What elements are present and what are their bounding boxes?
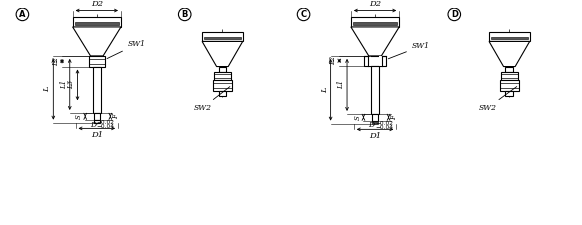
- Text: D1: D1: [91, 131, 103, 139]
- Text: D: D: [368, 122, 374, 129]
- Bar: [73, 17, 121, 27]
- Text: D: D: [451, 10, 458, 19]
- Text: B: B: [182, 10, 188, 19]
- Text: −0.04: −0.04: [375, 125, 393, 130]
- Bar: [489, 32, 530, 41]
- Bar: [204, 37, 241, 40]
- Bar: [74, 22, 119, 25]
- Bar: [214, 72, 230, 80]
- Text: F: F: [112, 114, 120, 119]
- Text: L2: L2: [52, 57, 60, 66]
- Bar: [368, 56, 371, 65]
- Bar: [94, 113, 100, 120]
- Text: S: S: [75, 114, 83, 119]
- Text: SW2: SW2: [478, 87, 517, 112]
- Polygon shape: [489, 41, 530, 67]
- Bar: [364, 56, 386, 65]
- Text: L2: L2: [329, 56, 338, 65]
- Bar: [353, 22, 398, 25]
- Text: SW1: SW1: [107, 40, 146, 58]
- Text: L1: L1: [60, 80, 68, 89]
- Text: L: L: [44, 86, 51, 92]
- Text: D: D: [90, 121, 96, 128]
- Text: −0.02: −0.02: [375, 121, 393, 126]
- Bar: [372, 121, 378, 124]
- Bar: [351, 17, 399, 27]
- Text: D2: D2: [369, 0, 381, 8]
- Text: SW2: SW2: [193, 87, 230, 112]
- Text: F: F: [391, 115, 399, 120]
- Text: D2: D2: [91, 0, 103, 8]
- Bar: [371, 65, 379, 114]
- Text: S: S: [353, 115, 361, 120]
- Bar: [202, 32, 243, 41]
- Bar: [500, 80, 519, 91]
- Polygon shape: [351, 27, 399, 56]
- Bar: [94, 120, 100, 123]
- Bar: [379, 56, 382, 65]
- Bar: [218, 67, 226, 72]
- Bar: [491, 37, 528, 40]
- Text: L1: L1: [337, 80, 345, 90]
- Polygon shape: [202, 41, 243, 67]
- Text: L: L: [321, 87, 329, 92]
- Text: −0.02: −0.02: [97, 120, 115, 125]
- Bar: [372, 114, 378, 121]
- Bar: [93, 67, 101, 113]
- Text: A: A: [19, 10, 26, 19]
- Text: SW1: SW1: [388, 42, 430, 59]
- Bar: [506, 91, 513, 96]
- Text: L3: L3: [68, 80, 76, 90]
- Bar: [501, 72, 517, 80]
- Bar: [89, 56, 105, 67]
- Bar: [213, 80, 232, 91]
- Text: C: C: [300, 10, 307, 19]
- Bar: [506, 67, 513, 72]
- Bar: [218, 91, 226, 96]
- Text: D1: D1: [369, 132, 381, 140]
- Polygon shape: [73, 27, 121, 56]
- Text: −0.04: −0.04: [97, 124, 115, 129]
